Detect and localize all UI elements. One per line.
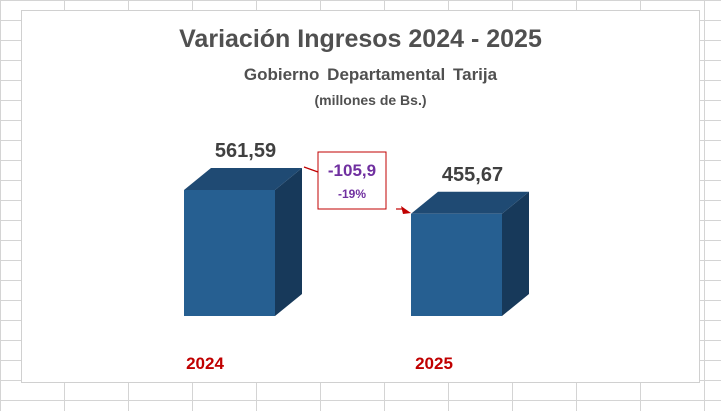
bar-2025 — [411, 213, 502, 316]
x-tick-label-2024: 2024 — [186, 354, 224, 373]
bar-top-2024 — [184, 168, 302, 190]
data-label-2025: 455,67 — [442, 164, 503, 186]
bar-top-2025 — [411, 191, 529, 214]
chart-unit-label: (millones de Bs.) — [314, 92, 427, 108]
x-tick-label-2025: 2025 — [415, 354, 453, 373]
bar-side-2025 — [502, 191, 529, 316]
difference-label: -105,9 — [328, 161, 376, 180]
chart-subtitle: Gobierno Departamental Tarija — [243, 65, 498, 84]
annotation-arrowhead — [401, 206, 411, 214]
data-label-2024: 561,59 — [215, 140, 276, 162]
chart-title: Variación Ingresos 2024 - 2025 — [179, 25, 542, 53]
bar-side-2024 — [275, 168, 302, 316]
bar-2024 — [184, 190, 275, 316]
difference-annotation-box — [317, 151, 387, 210]
annotation-leader-line — [303, 166, 319, 173]
percent-change-label: -19% — [338, 187, 366, 201]
